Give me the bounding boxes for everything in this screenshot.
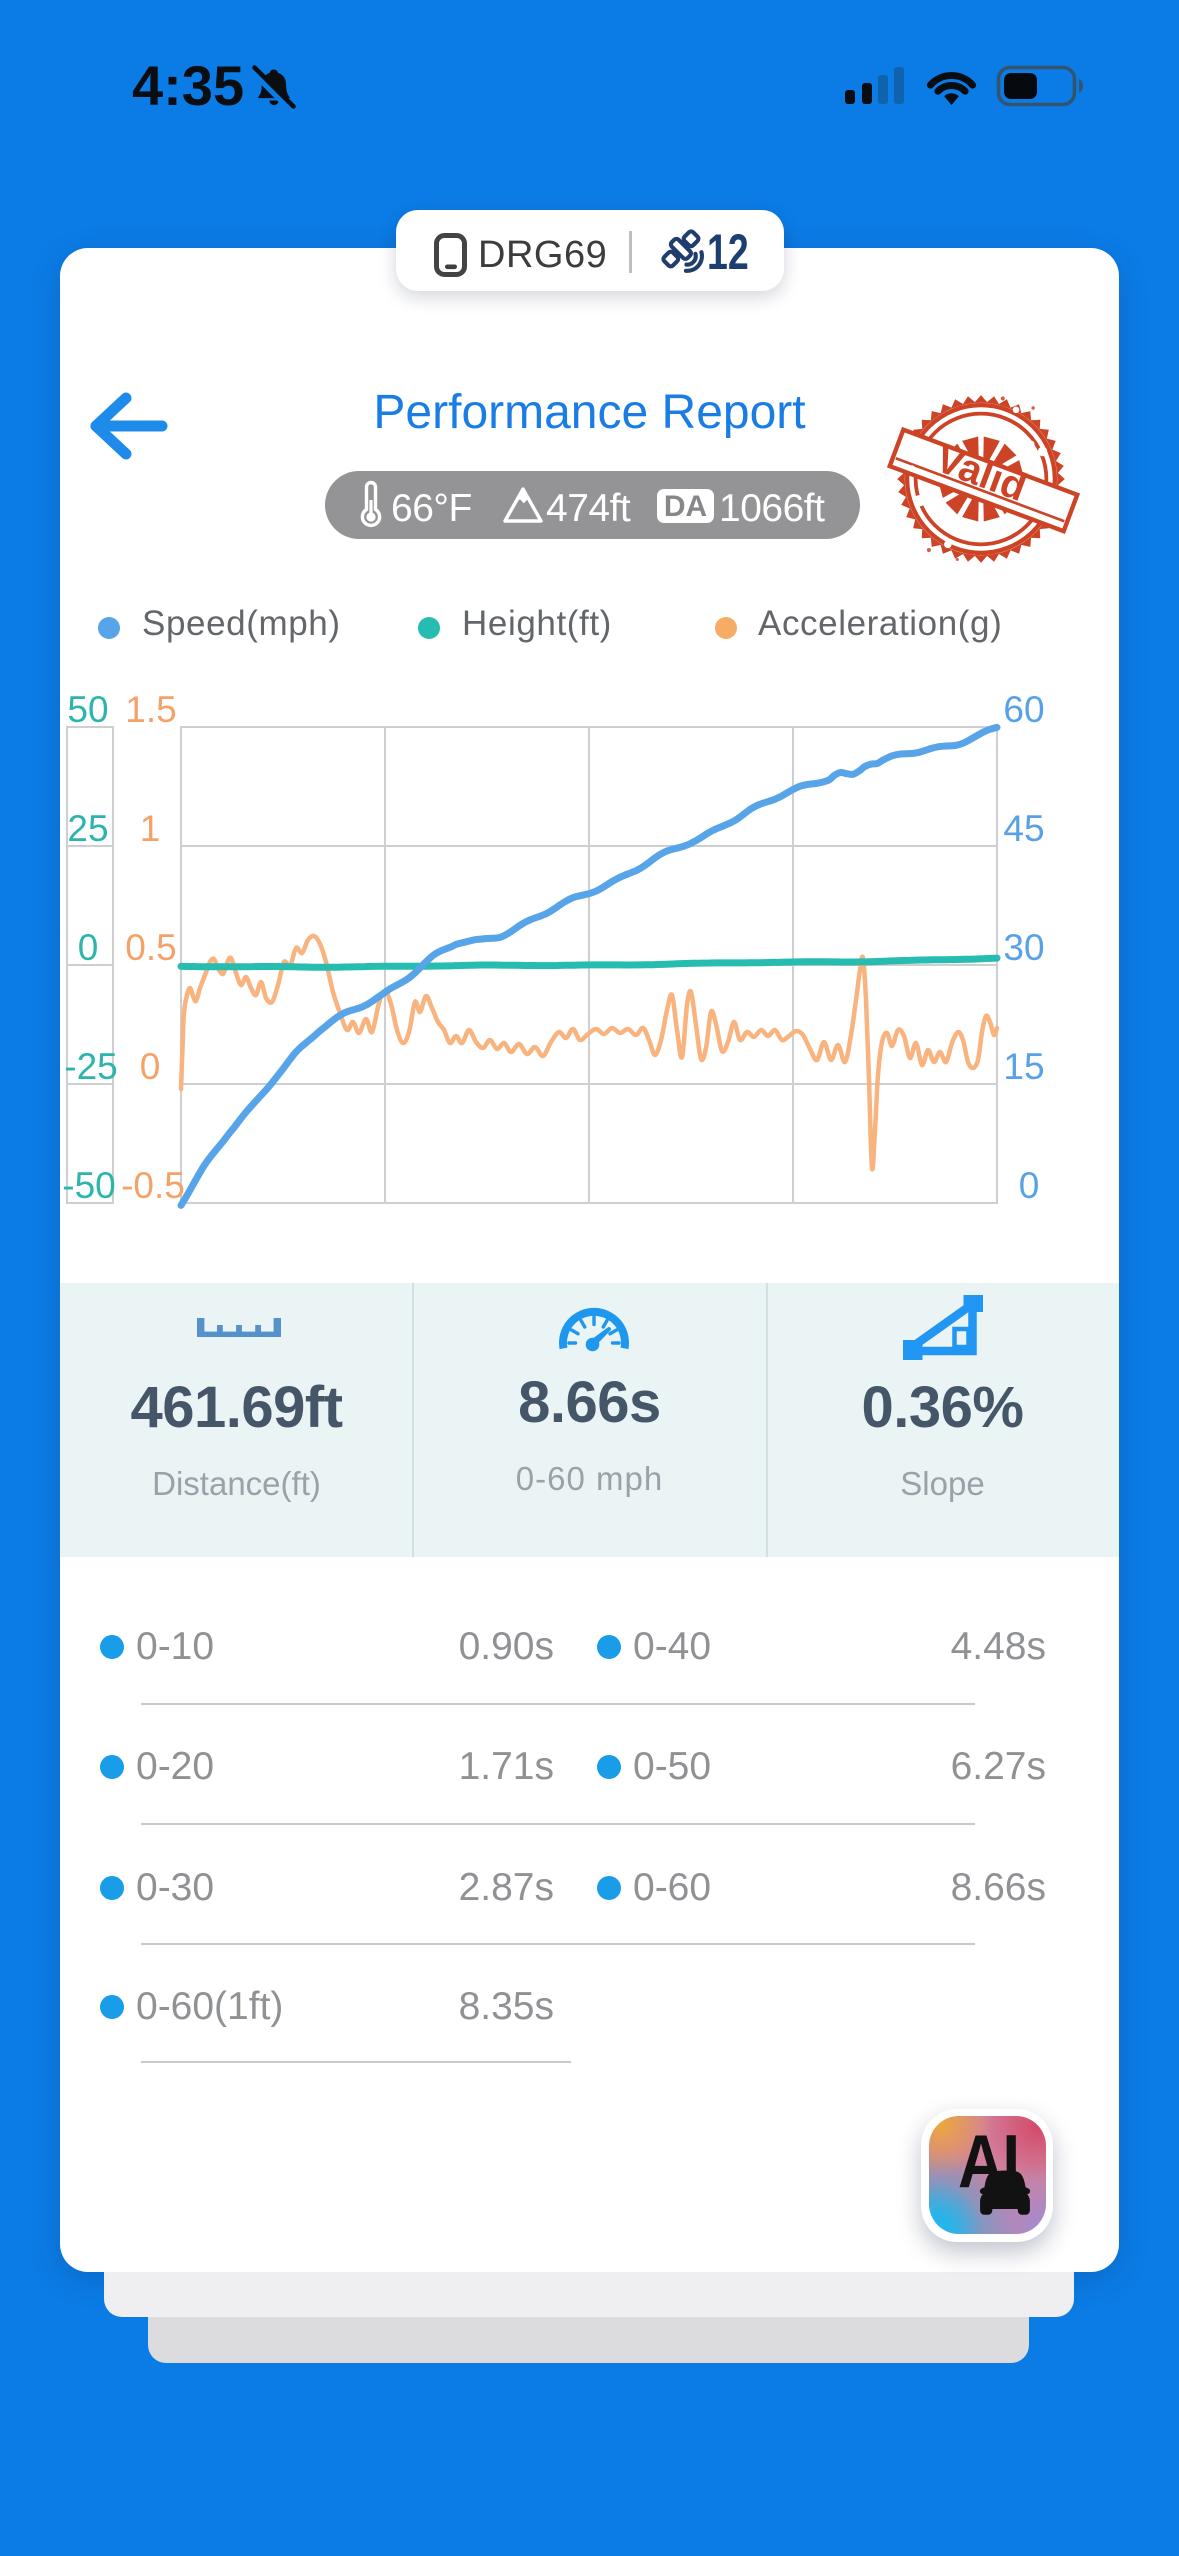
svg-text:60: 60 (1003, 689, 1044, 730)
svg-text:15: 15 (1003, 1046, 1044, 1087)
svg-text:-50: -50 (62, 1165, 115, 1206)
svg-text:-25: -25 (64, 1046, 117, 1087)
svg-text:-0.5: -0.5 (121, 1165, 185, 1206)
svg-text:45: 45 (1003, 808, 1044, 849)
svg-text:0.5: 0.5 (125, 927, 176, 968)
svg-text:25: 25 (67, 808, 108, 849)
svg-text:1: 1 (140, 808, 161, 849)
svg-text:0: 0 (140, 1046, 161, 1087)
svg-text:0: 0 (78, 927, 99, 968)
svg-text:50: 50 (67, 689, 108, 730)
svg-text:0: 0 (1019, 1165, 1040, 1206)
svg-text:30: 30 (1003, 927, 1044, 968)
svg-text:1.5: 1.5 (125, 689, 176, 730)
